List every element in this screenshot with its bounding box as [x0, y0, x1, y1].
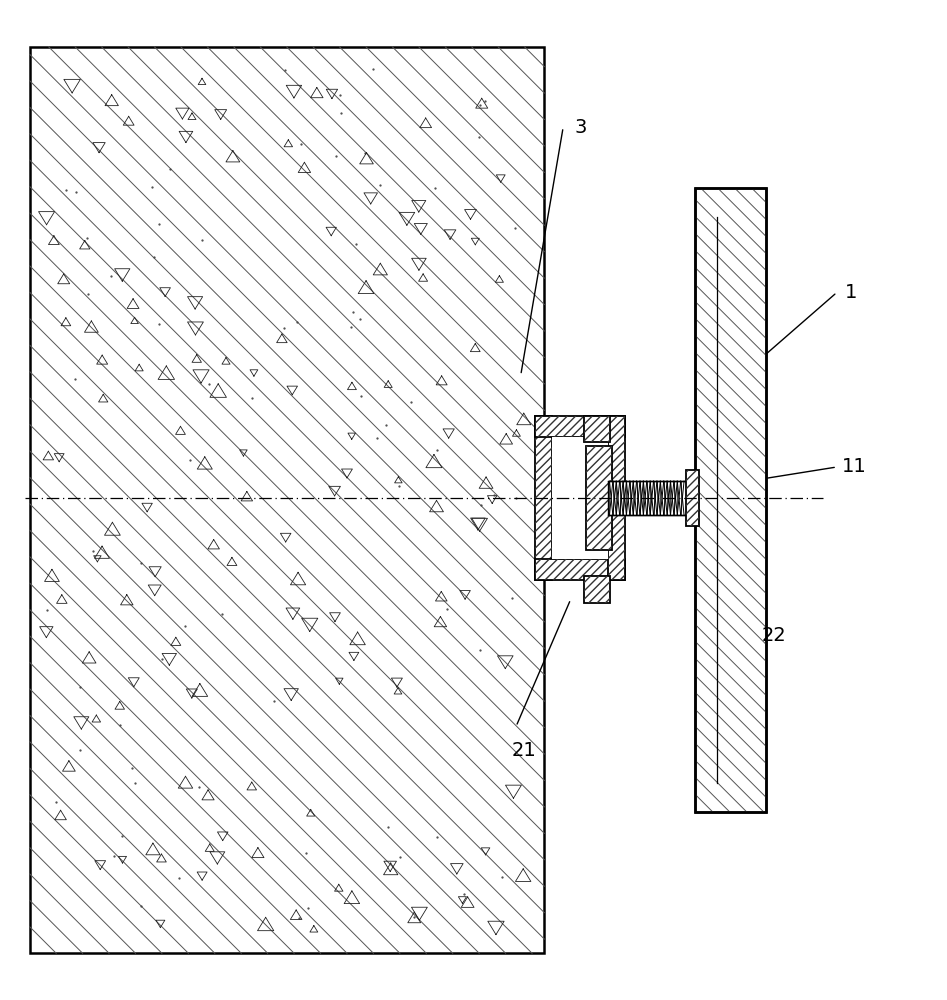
Bar	[608, 481, 695, 515]
Text: 3: 3	[575, 118, 587, 137]
Bar	[29, 47, 545, 953]
Bar	[535, 559, 625, 580]
Bar	[584, 416, 611, 442]
Bar	[535, 416, 625, 437]
Bar	[584, 416, 611, 442]
Bar	[608, 416, 625, 580]
Bar	[535, 416, 625, 437]
Bar	[695, 188, 766, 812]
Bar	[608, 416, 625, 580]
Text: 1: 1	[845, 283, 857, 302]
Bar	[586, 446, 613, 550]
Bar	[535, 416, 552, 580]
Bar	[586, 446, 613, 550]
Text: 21: 21	[511, 741, 536, 760]
Bar	[686, 470, 699, 526]
Text: 11: 11	[842, 457, 867, 476]
Bar	[584, 576, 611, 603]
Bar	[584, 576, 611, 603]
Bar	[695, 188, 766, 812]
Bar	[535, 416, 552, 580]
Bar	[552, 437, 608, 559]
Bar	[535, 559, 625, 580]
Bar	[686, 470, 699, 526]
Text: 22: 22	[761, 626, 786, 645]
